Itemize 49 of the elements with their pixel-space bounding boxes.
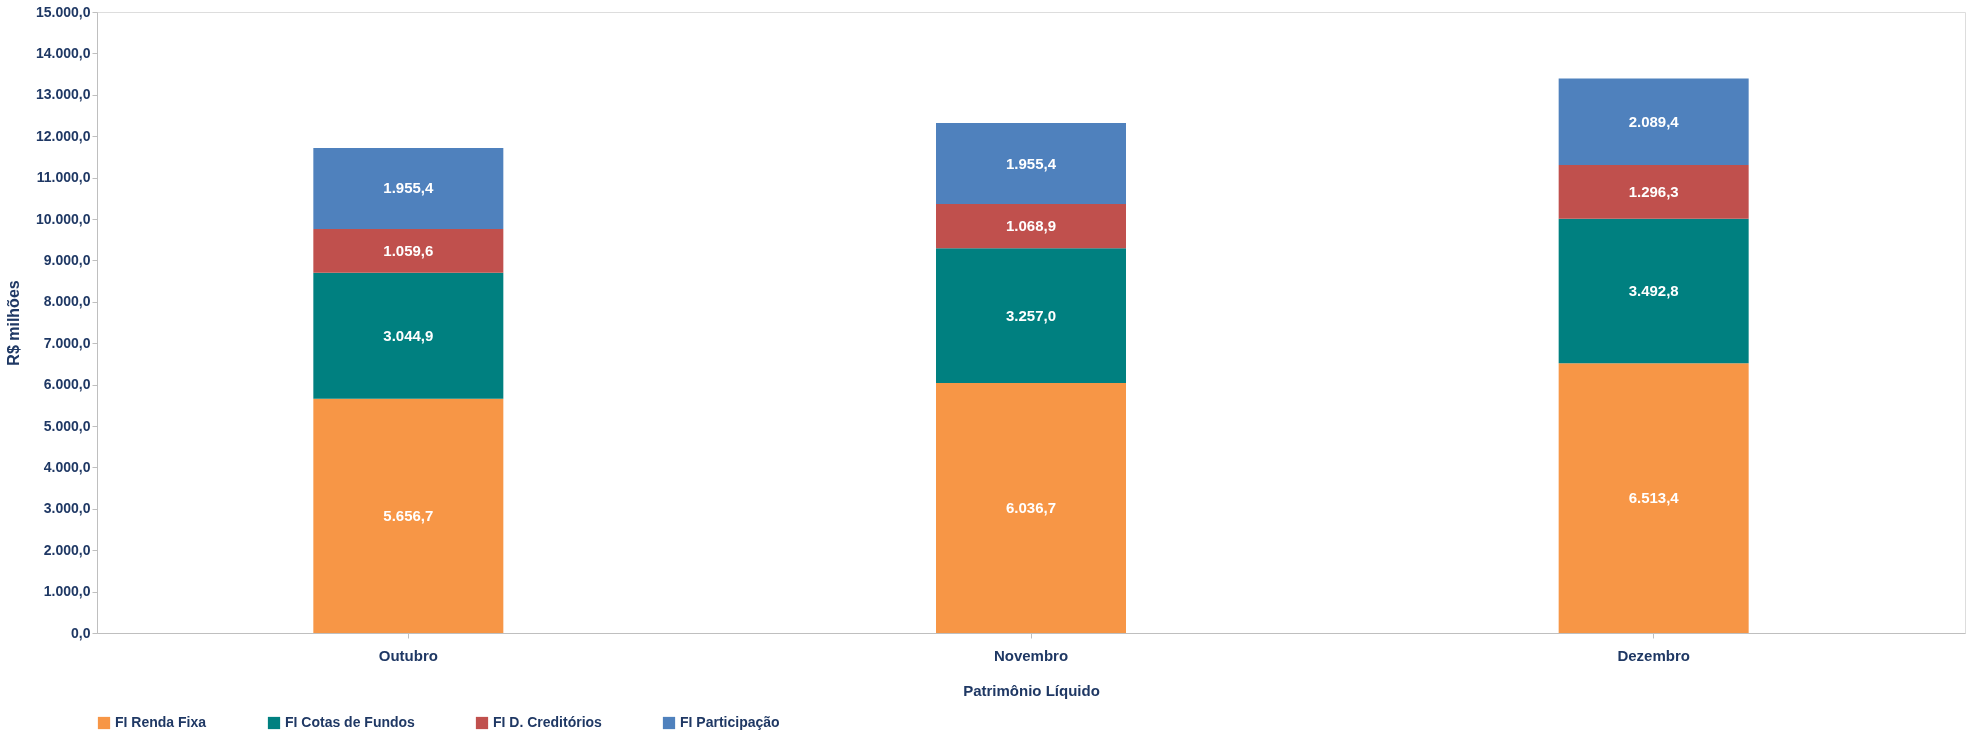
data-label: 3.492,8 <box>1628 282 1679 300</box>
x-tick-label: Novembro <box>993 646 1069 664</box>
bar <box>313 398 504 633</box>
bar <box>936 123 1126 204</box>
data-label: 6.513,4 <box>1628 489 1680 507</box>
legend-label: FI Cotas de Fundos <box>285 714 416 730</box>
x-axis-title: Patrimônio Líquido <box>963 681 1100 699</box>
bar <box>313 272 504 399</box>
y-tick-label: 13.000,0 <box>36 86 91 103</box>
x-tick-label: Outubro <box>378 646 438 664</box>
y-tick-label: 7.000,0 <box>43 334 91 351</box>
bar <box>936 203 1126 249</box>
data-label: 3.044,9 <box>383 326 434 344</box>
y-tick-label: 15.000,0 <box>36 3 91 20</box>
data-label: 1.059,6 <box>383 241 434 259</box>
y-axis-title: R$ milhões <box>5 280 22 366</box>
y-tick-label: 9.000,0 <box>43 251 91 268</box>
bar <box>1558 78 1749 166</box>
y-tick-label: 5.000,0 <box>43 417 91 434</box>
bar <box>936 383 1126 633</box>
x-tick-label: Dezembro <box>1617 646 1690 664</box>
y-tick-label: 6.000,0 <box>43 376 91 393</box>
legend-label: FI Renda Fixa <box>115 714 207 730</box>
data-label: 1.296,3 <box>1628 182 1679 200</box>
bar <box>313 228 504 273</box>
y-tick-label: 4.000,0 <box>43 458 91 475</box>
y-tick-label: 2.000,0 <box>43 541 91 558</box>
data-label: 1.955,4 <box>383 179 435 197</box>
legend-label: FI Participação <box>680 714 780 730</box>
data-label: 2.089,4 <box>1628 112 1680 130</box>
data-label: 1.068,9 <box>1005 217 1057 235</box>
bar <box>313 147 504 229</box>
y-tick-label: 11.000,0 <box>36 169 91 186</box>
y-tick-label: 12.000,0 <box>36 127 91 144</box>
bar <box>1558 218 1749 364</box>
data-label: 5.656,7 <box>383 506 434 524</box>
y-tick-label: 0,0 <box>71 624 91 641</box>
y-tick-label: 3.000,0 <box>43 500 91 517</box>
data-label: 3.257,0 <box>1005 306 1057 324</box>
bar <box>1558 165 1749 219</box>
y-tick-label: 10.000,0 <box>36 210 91 227</box>
data-label: 6.036,7 <box>1005 499 1057 517</box>
legend-label: FI D. Creditórios <box>493 714 603 730</box>
y-tick-label: 1.000,0 <box>43 583 91 600</box>
data-label: 1.955,4 <box>1005 154 1057 172</box>
y-tick-label: 8.000,0 <box>43 293 91 310</box>
y-tick-label: 14.000,0 <box>36 44 91 61</box>
bar <box>1558 363 1749 633</box>
bar <box>936 248 1126 384</box>
